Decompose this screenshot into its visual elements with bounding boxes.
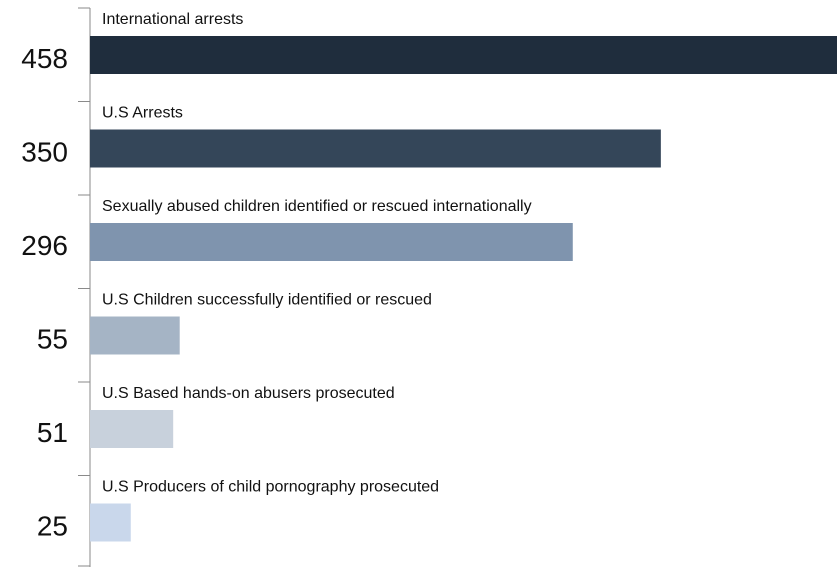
bar [90,410,174,448]
bar-value-label: 296 [21,230,68,261]
bar-value-label: 51 [37,417,68,448]
bar-category-label: International arrests [102,11,243,28]
bar-category-label: Sexually abused children identified or r… [102,198,532,215]
axis-layer [78,7,91,567]
bar-category-label: U.S Based hands-on abusers prosecuted [102,385,395,402]
bars-layer [90,36,837,542]
bar [90,503,131,542]
bar-value-label: 350 [21,137,68,168]
bar-value-label: 25 [37,511,68,542]
bar [90,129,661,168]
bar-value-label: 458 [21,43,68,74]
bar [90,316,180,355]
bar-category-label: U.S Producers of child pornography prose… [102,479,439,496]
bar-value-label: 55 [37,324,68,355]
bar-category-label: U.S Children successfully identified or … [102,292,432,309]
bar [90,223,573,261]
bar-category-label: U.S Arrests [102,105,183,122]
labels-layer: International arrests 458 U.S Arrests 350 Se… [21,11,531,542]
bar [90,36,837,74]
